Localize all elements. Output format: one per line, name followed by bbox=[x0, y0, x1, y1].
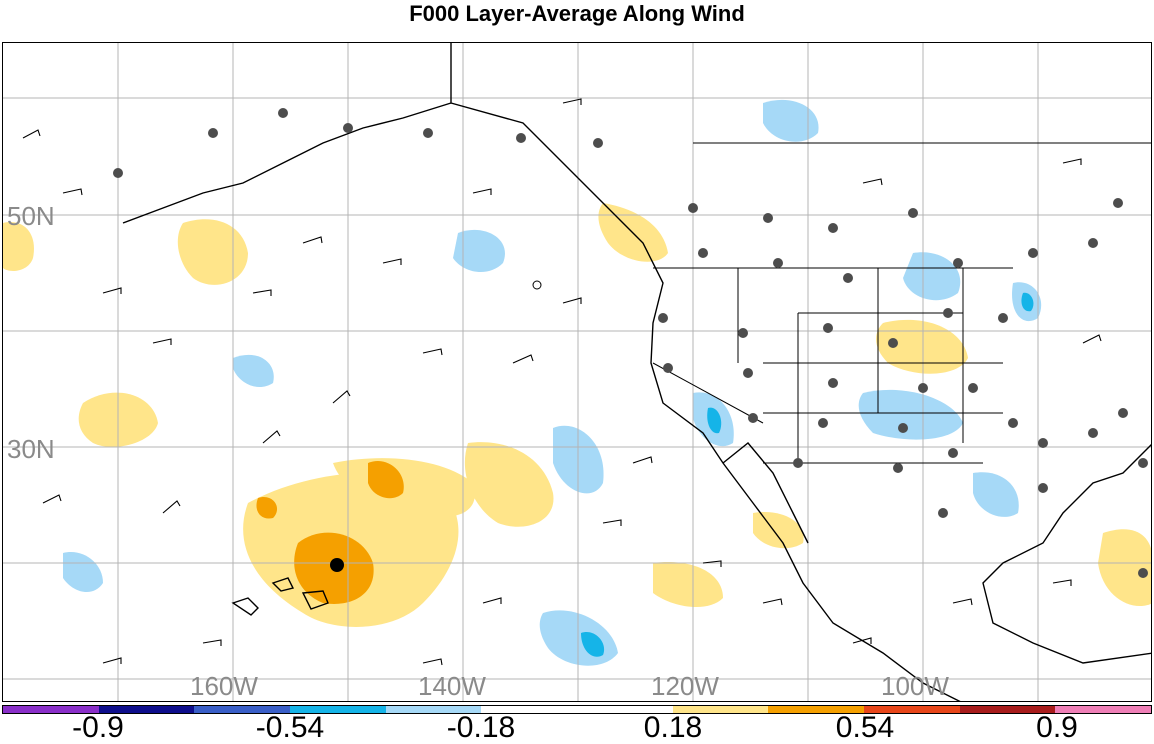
station-markers bbox=[113, 108, 1148, 578]
lon-label-100w: 100W bbox=[881, 671, 949, 701]
chart-title: F000 Layer-Average Along Wind bbox=[409, 1, 745, 26]
colorbar-tick-label: 0.9 bbox=[1036, 711, 1078, 744]
map-canvas bbox=[3, 43, 1151, 701]
colorbar-segment bbox=[1055, 706, 1152, 713]
colorbar bbox=[2, 705, 1152, 714]
colorbar-segment bbox=[3, 706, 99, 713]
colorbar-segment bbox=[768, 706, 865, 713]
wind-barbs bbox=[22, 98, 1102, 666]
colorbar-segment bbox=[385, 706, 482, 713]
colorbar-segment bbox=[481, 706, 578, 713]
colorbar-tick-label: 0.54 bbox=[835, 711, 895, 744]
colorbar-segment bbox=[577, 706, 673, 713]
colorbar-segment bbox=[672, 706, 769, 713]
colorbar-tick-label: -0.9 bbox=[72, 711, 124, 744]
lon-label-160w: 160W bbox=[190, 671, 258, 701]
colorbar-tick-label: -0.18 bbox=[446, 711, 516, 744]
colorbar-segment bbox=[864, 706, 960, 713]
lon-label-140w: 140W bbox=[418, 671, 486, 701]
lon-label-120w: 120W bbox=[651, 671, 719, 701]
colorbar-segment bbox=[290, 706, 386, 713]
lat-label-30n: 30N bbox=[7, 434, 55, 464]
open-circle-marker bbox=[532, 280, 542, 290]
colorbar-tick-label: 0.18 bbox=[643, 711, 703, 744]
colorbar-segment bbox=[194, 706, 291, 713]
highlight-marker bbox=[330, 558, 344, 572]
shading-layer bbox=[3, 99, 1151, 666]
colorbar-segment bbox=[98, 706, 195, 713]
colorbar-tick-label: -0.54 bbox=[255, 711, 325, 744]
graticule bbox=[3, 43, 1151, 701]
lat-label-50n: 50N bbox=[7, 201, 55, 231]
map-panel: 50N 30N 160W 140W 120W 100W bbox=[2, 42, 1152, 702]
coastlines bbox=[122, 43, 1151, 701]
colorbar-segment bbox=[959, 706, 1056, 713]
